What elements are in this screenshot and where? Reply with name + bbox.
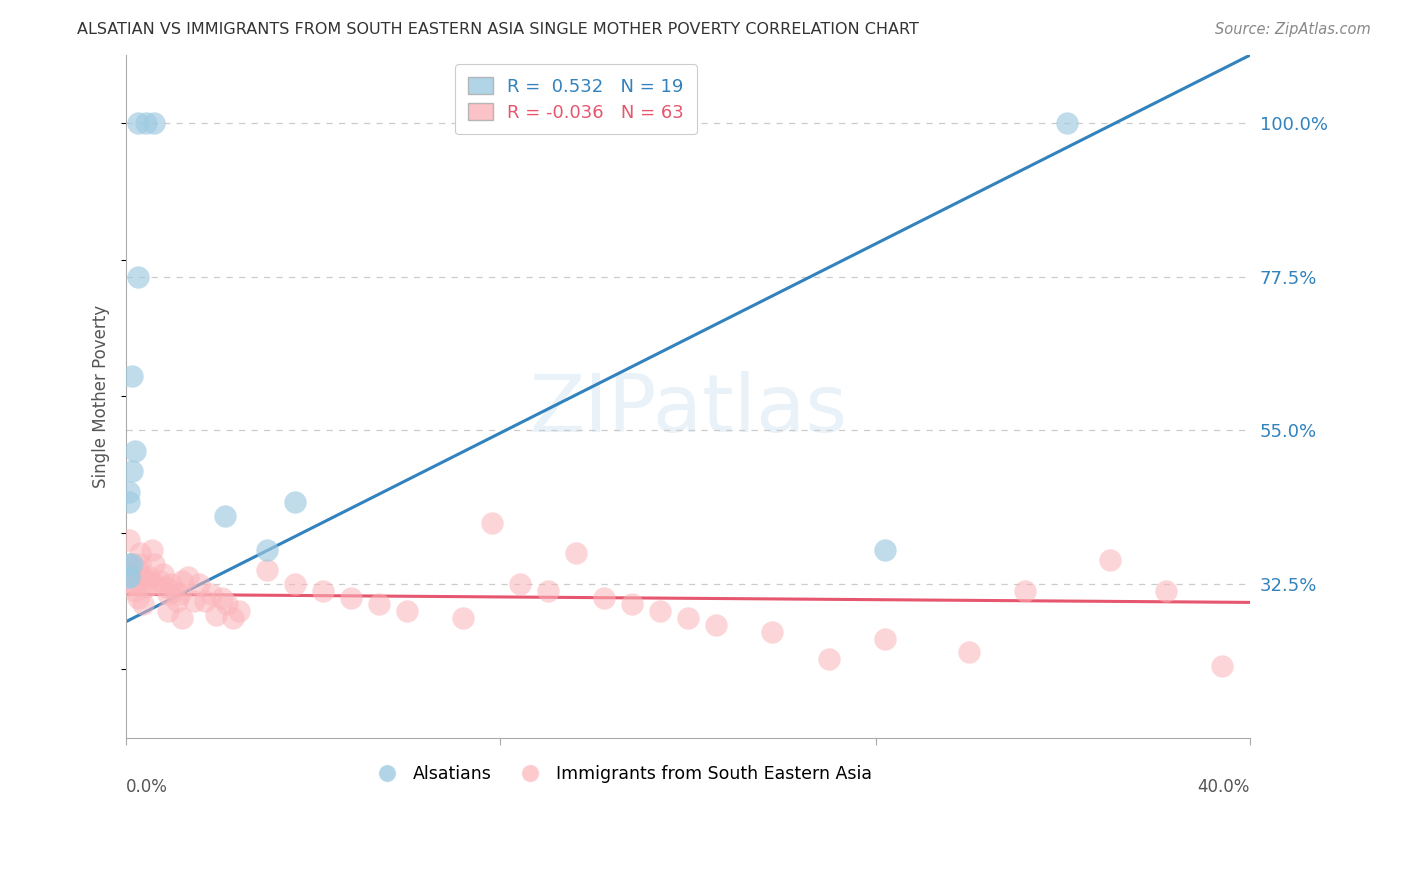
Point bbox=[256, 542, 278, 557]
Point bbox=[127, 591, 149, 605]
Point bbox=[143, 116, 166, 130]
Point bbox=[143, 557, 166, 571]
Point bbox=[129, 546, 152, 560]
Point bbox=[118, 484, 141, 499]
Point bbox=[340, 591, 363, 605]
Point bbox=[396, 604, 419, 618]
Point bbox=[217, 598, 239, 612]
Legend: Alsatians, Immigrants from South Eastern Asia: Alsatians, Immigrants from South Eastern… bbox=[363, 758, 879, 790]
Point bbox=[121, 577, 143, 591]
Point bbox=[453, 611, 475, 625]
Point bbox=[124, 583, 146, 598]
Point bbox=[121, 464, 143, 478]
Point bbox=[127, 116, 149, 130]
Point bbox=[127, 563, 149, 577]
Point bbox=[118, 533, 141, 547]
Point bbox=[118, 557, 141, 571]
Point bbox=[132, 570, 155, 584]
Point bbox=[160, 577, 183, 591]
Point bbox=[537, 583, 560, 598]
Point bbox=[135, 581, 157, 595]
Point bbox=[284, 577, 307, 591]
Point bbox=[620, 598, 643, 612]
Point bbox=[166, 594, 188, 608]
Point bbox=[152, 566, 174, 581]
Point bbox=[205, 607, 228, 622]
Point bbox=[127, 269, 149, 284]
Point bbox=[121, 557, 143, 571]
Point bbox=[118, 570, 141, 584]
Point bbox=[228, 604, 250, 618]
Point bbox=[132, 598, 155, 612]
Point bbox=[648, 604, 671, 618]
Point bbox=[138, 570, 160, 584]
Point bbox=[1154, 583, 1177, 598]
Point bbox=[312, 583, 335, 598]
Point bbox=[141, 542, 163, 557]
Point bbox=[188, 577, 211, 591]
Y-axis label: Single Mother Poverty: Single Mother Poverty bbox=[93, 305, 110, 488]
Point bbox=[222, 611, 245, 625]
Point bbox=[1098, 553, 1121, 567]
Point bbox=[214, 508, 236, 523]
Point bbox=[135, 116, 157, 130]
Text: Source: ZipAtlas.com: Source: ZipAtlas.com bbox=[1215, 22, 1371, 37]
Point bbox=[676, 611, 699, 625]
Point bbox=[704, 618, 727, 632]
Point bbox=[121, 557, 143, 571]
Point bbox=[163, 583, 186, 598]
Point bbox=[565, 546, 588, 560]
Point bbox=[138, 574, 160, 588]
Point bbox=[284, 495, 307, 509]
Point bbox=[118, 570, 141, 584]
Point bbox=[256, 563, 278, 577]
Point bbox=[200, 587, 222, 601]
Point bbox=[873, 542, 896, 557]
Point bbox=[509, 577, 531, 591]
Point bbox=[817, 652, 839, 666]
Text: ALSATIAN VS IMMIGRANTS FROM SOUTH EASTERN ASIA SINGLE MOTHER POVERTY CORRELATION: ALSATIAN VS IMMIGRANTS FROM SOUTH EASTER… bbox=[77, 22, 920, 37]
Point bbox=[1211, 658, 1233, 673]
Point bbox=[121, 368, 143, 383]
Point bbox=[873, 632, 896, 646]
Text: 0.0%: 0.0% bbox=[127, 779, 169, 797]
Point bbox=[211, 591, 233, 605]
Point bbox=[172, 574, 194, 588]
Point bbox=[157, 604, 180, 618]
Point bbox=[1014, 583, 1036, 598]
Point bbox=[194, 594, 217, 608]
Point bbox=[177, 570, 200, 584]
Point bbox=[143, 577, 166, 591]
Text: ZIPatlas: ZIPatlas bbox=[529, 371, 848, 449]
Point bbox=[957, 645, 980, 659]
Point bbox=[169, 587, 191, 601]
Point bbox=[183, 594, 205, 608]
Point bbox=[157, 587, 180, 601]
Point bbox=[149, 574, 172, 588]
Point bbox=[593, 591, 616, 605]
Point bbox=[155, 581, 177, 595]
Point bbox=[118, 495, 141, 509]
Point bbox=[124, 577, 146, 591]
Text: 40.0%: 40.0% bbox=[1198, 779, 1250, 797]
Point bbox=[118, 563, 141, 577]
Point bbox=[481, 516, 503, 530]
Point bbox=[481, 116, 503, 130]
Point bbox=[368, 598, 391, 612]
Point bbox=[1056, 116, 1078, 130]
Point bbox=[124, 444, 146, 458]
Point bbox=[129, 557, 152, 571]
Point bbox=[172, 611, 194, 625]
Point bbox=[761, 624, 783, 639]
